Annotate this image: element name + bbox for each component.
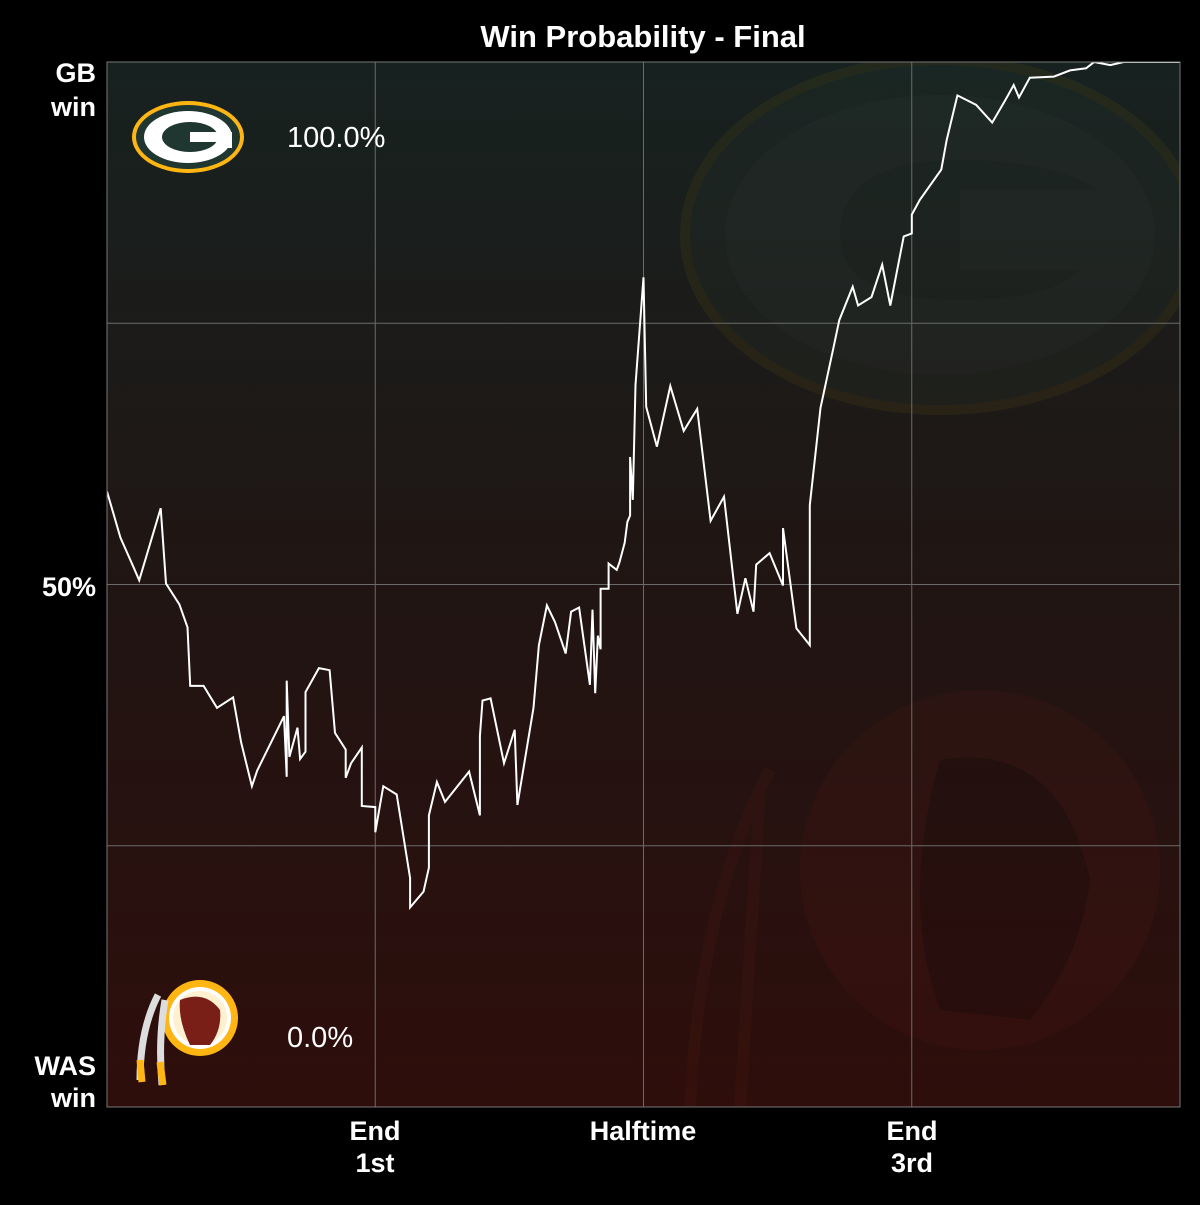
packers-logo-icon [132,101,244,173]
redskins-logo-icon [136,980,238,1086]
win-probability-line [107,62,1180,911]
y-tick-label-50: 50% [42,572,96,602]
x-tick-label-end: End [350,1116,401,1146]
x-tick-label-halftime: Halftime [590,1116,697,1146]
x-tick-label-3rd: 3rd [891,1148,933,1178]
was-probability-label: 0.0% [287,1022,353,1054]
y-tick-label-gb-win: win [50,92,96,122]
watermarks [680,62,1180,1107]
y-tick-label-gb: GB [56,58,97,88]
y-tick-label-was: WAS [34,1051,96,1081]
x-tick-label-end-3: End [887,1116,938,1146]
x-tick-label-1st: 1st [355,1148,394,1178]
plot-border [106,61,1181,1108]
packers-watermark-icon [680,62,1180,415]
chart-title: Win Probability - Final [480,19,805,54]
redskins-watermark-icon [684,690,1160,1107]
y-tick-label-was-win: win [50,1083,96,1113]
gb-probability-label: 100.0% [287,122,385,154]
series-group [107,62,1180,911]
